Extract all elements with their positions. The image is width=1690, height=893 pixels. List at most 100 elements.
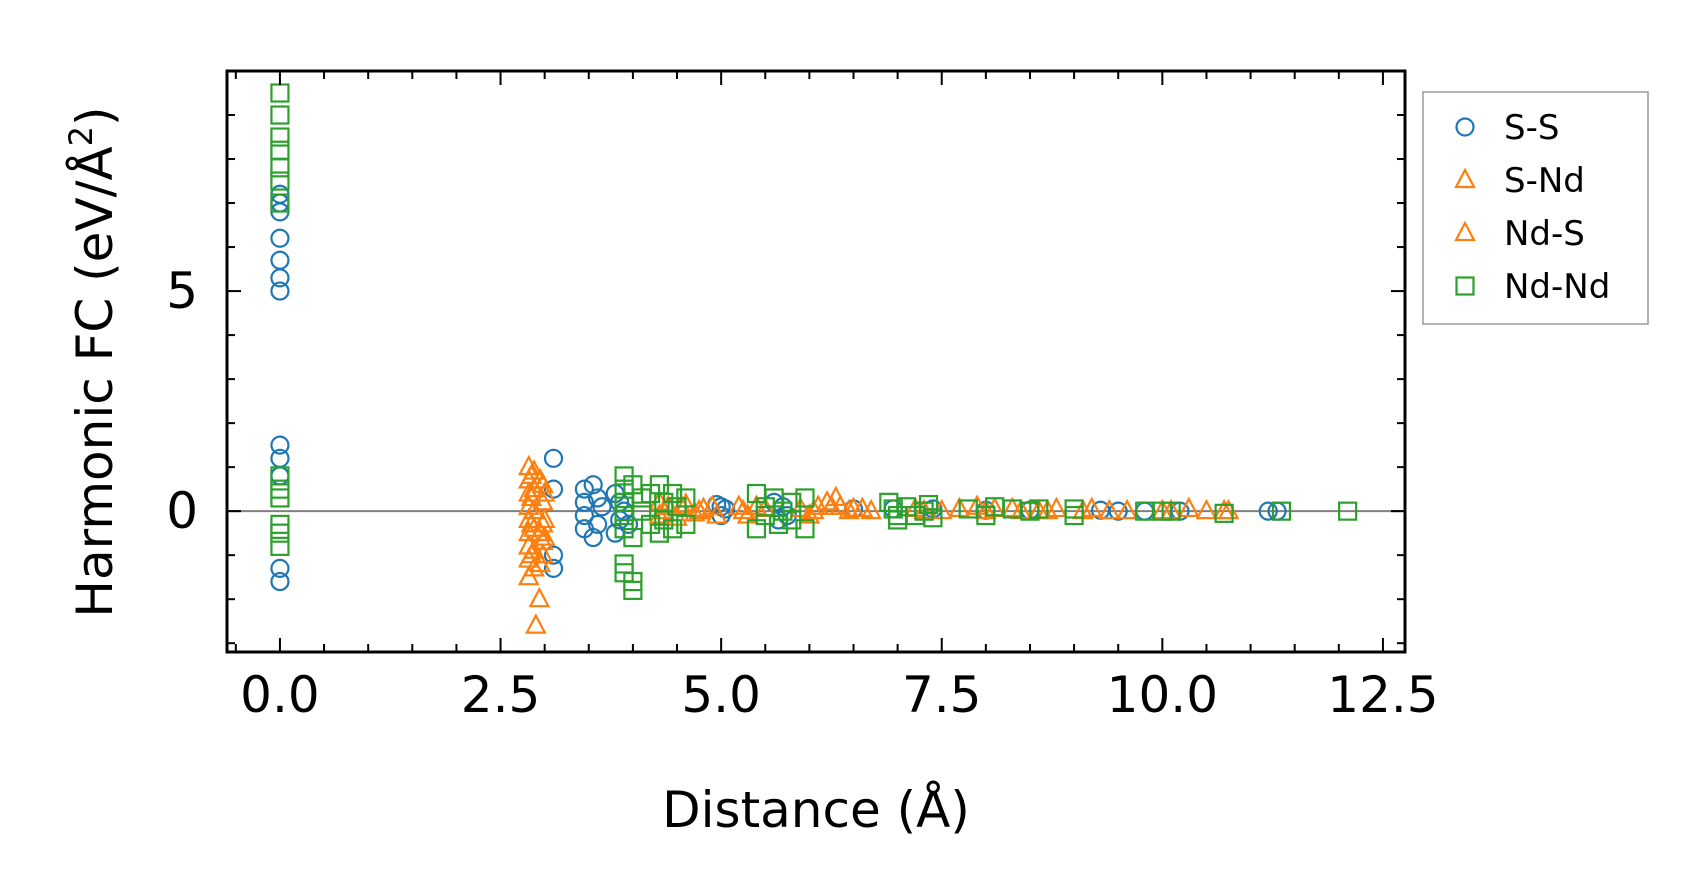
- x-tick-label: 12.5: [1327, 666, 1438, 724]
- point-s-nd: [517, 534, 540, 555]
- point-nd-s: [688, 498, 710, 520]
- legend-item-nd-nd: Nd-Nd: [1455, 267, 1610, 307]
- point-s-s: [270, 435, 290, 455]
- point-nd-nd: [1161, 501, 1181, 521]
- point-nd-s: [732, 498, 755, 520]
- point-s-nd: [517, 454, 540, 476]
- point-s-s: [270, 466, 290, 486]
- series-nd-nd: [270, 83, 1358, 600]
- tick-labels-layer: 0.0 2.5 5.0 7.5 10.0 12.5 0 5: [166, 262, 1438, 724]
- point-nd-s: [520, 542, 543, 564]
- point-s-nd: [1177, 496, 1200, 518]
- point-s-nd: [1098, 498, 1121, 520]
- point-nd-nd: [663, 483, 683, 504]
- legend-marker-nd-s: [1454, 220, 1476, 242]
- point-s-s: [543, 558, 564, 578]
- point-s-s: [543, 545, 564, 565]
- point-s-nd: [692, 496, 715, 518]
- x-tick-label: 0.0: [240, 666, 320, 724]
- point-nd-nd: [923, 508, 943, 528]
- point-nd-s: [529, 467, 552, 489]
- point-nd-s: [838, 498, 860, 520]
- point-nd-nd: [795, 519, 815, 539]
- point-nd-nd: [270, 140, 290, 160]
- legend-item-nd-s: Nd-S: [1454, 214, 1585, 254]
- point-s-s: [1258, 501, 1278, 521]
- point-s-s: [583, 527, 603, 548]
- point-nd-s: [520, 463, 543, 485]
- point-nd-nd: [649, 523, 669, 543]
- point-s-s: [543, 479, 564, 499]
- y-tick-label: 0: [166, 482, 198, 540]
- point-s-s: [588, 488, 608, 508]
- point-s-nd: [528, 586, 551, 608]
- legend-label-s-s: S-S: [1504, 108, 1559, 148]
- point-s-nd: [533, 481, 556, 502]
- ticks-layer: [227, 70, 1405, 652]
- point-s-s: [574, 505, 594, 526]
- legend-label-nd-nd: Nd-Nd: [1504, 267, 1610, 307]
- point-nd-nd: [623, 527, 643, 548]
- series-s-s: [270, 184, 1287, 592]
- point-nd-nd: [270, 193, 290, 213]
- y-tick-label: 5: [166, 262, 198, 320]
- point-nd-nd: [270, 171, 290, 191]
- x-tick-label: 2.5: [461, 666, 541, 724]
- point-s-s: [715, 499, 736, 519]
- point-nd-s: [1080, 496, 1103, 518]
- point-nd-nd: [918, 494, 939, 515]
- point-nd-nd: [270, 127, 290, 147]
- point-s-nd: [523, 556, 545, 577]
- point-nd-nd: [1029, 499, 1049, 519]
- point-nd-s: [705, 503, 728, 524]
- point-s-s: [583, 475, 603, 495]
- point-s-s: [574, 492, 594, 512]
- point-nd-s: [529, 551, 552, 573]
- legend: S-S S-Nd Nd-S Nd-Nd: [1422, 91, 1649, 325]
- point-s-s: [592, 497, 612, 517]
- points-layer: [270, 83, 1358, 634]
- x-tick-label: 7.5: [902, 666, 982, 724]
- point-nd-nd: [1214, 503, 1234, 523]
- point-nd-nd: [623, 580, 643, 600]
- point-nd-s: [1116, 498, 1138, 520]
- point-nd-s: [820, 494, 843, 515]
- point-nd-nd: [795, 488, 815, 508]
- plot-frame: [225, 69, 1407, 654]
- point-nd-nd: [1271, 501, 1292, 521]
- point-nd-nd: [270, 158, 290, 178]
- point-s-s: [270, 250, 290, 270]
- point-nd-nd: [270, 523, 290, 543]
- legend-frame: [1422, 91, 1649, 325]
- point-s-s: [543, 448, 564, 468]
- point-s-s: [270, 228, 290, 248]
- point-nd-nd: [270, 488, 290, 508]
- x-tick-label: 10.0: [1107, 666, 1218, 724]
- point-nd-nd: [676, 514, 696, 534]
- y-axis-title: Harmonic FC (eV/Å2): [62, 106, 124, 617]
- point-s-nd: [533, 525, 556, 546]
- point-nd-nd: [883, 499, 903, 519]
- point-nd-nd: [270, 105, 290, 125]
- point-s-s: [1108, 501, 1128, 521]
- point-nd-nd: [270, 466, 290, 486]
- point-nd-s: [1195, 498, 1218, 520]
- point-s-nd: [525, 613, 547, 634]
- point-s-s: [270, 268, 290, 288]
- point-s-s: [270, 558, 290, 578]
- legend-items: S-S S-Nd Nd-S Nd-Nd: [1454, 108, 1610, 307]
- point-s-s: [270, 571, 290, 592]
- y-axis-title-main: Harmonic FC (eV/Å: [66, 146, 124, 617]
- legend-label-s-nd: S-Nd: [1504, 161, 1585, 201]
- point-nd-s: [802, 498, 825, 520]
- point-s-s: [270, 281, 290, 301]
- legend-marker-nd-nd: [1455, 276, 1475, 296]
- legend-marker-s-nd: [1454, 167, 1476, 189]
- point-s-s: [588, 514, 608, 534]
- point-s-s: [270, 448, 290, 468]
- point-s-nd: [975, 498, 997, 520]
- y-axis-title-superscript: 2: [62, 126, 100, 146]
- point-nd-s: [860, 498, 882, 520]
- legend-label-nd-s: Nd-S: [1504, 214, 1585, 254]
- point-nd-nd: [768, 514, 789, 534]
